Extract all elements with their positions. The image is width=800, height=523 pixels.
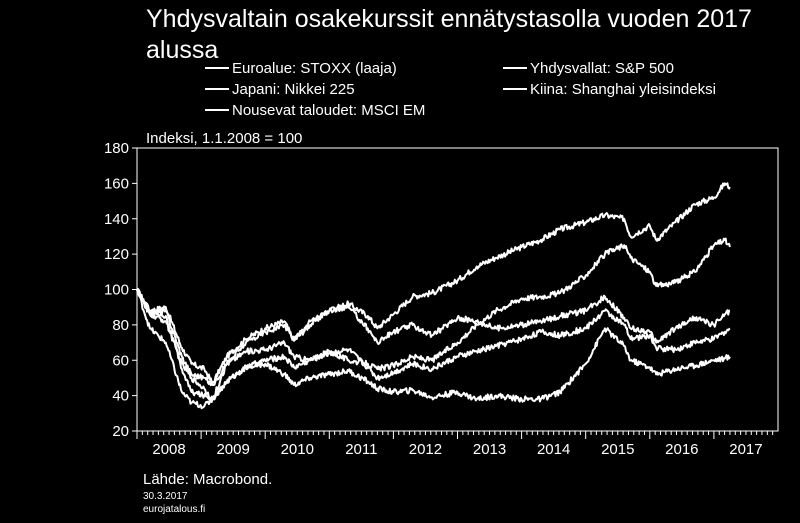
legend-swatch [503, 88, 527, 91]
legend-label: Japani: Nikkei 225 [232, 81, 355, 98]
legend-swatch [205, 67, 229, 70]
axes: 20 40 60 80 100 120 140 160 180 2008 2009 2010 2011 2… [104, 140, 779, 458]
x-tick-label: 2013 [473, 441, 506, 458]
y-tick-label: 120 [104, 246, 129, 263]
series-line [136, 289, 731, 401]
x-tick-label: 2012 [409, 441, 442, 458]
series-line [136, 288, 731, 402]
x-tick-label: 2015 [601, 441, 634, 458]
legend-label: Euroalue: STOXX (laaja) [232, 60, 397, 77]
x-tick-label: 2011 [345, 441, 377, 458]
y-axis-unit-label: Indeksi, 1.1.2008 = 100 [146, 130, 303, 147]
legend-swatch [205, 88, 229, 91]
y-tick-label: 100 [104, 282, 129, 299]
legend-label: Nousevat taloudet: MSCI EM [232, 102, 426, 119]
x-tick-label: 2010 [281, 441, 314, 458]
legend-label: Kiina: Shanghai yleisindeksi [530, 81, 716, 98]
x-tick-label: 2009 [216, 441, 249, 458]
legend-item: Nousevat taloudet: MSCI EM [205, 102, 425, 120]
y-tick-label: 140 [104, 211, 129, 228]
site-note: eurojatalous.fi [143, 504, 206, 515]
legend-item: Kiina: Shanghai yleisindeksi [503, 81, 716, 99]
plot-frame [136, 147, 779, 432]
y-tick-label: 160 [104, 175, 129, 192]
series-line [136, 237, 731, 387]
source-note: Lähde: Macrobond. [143, 471, 273, 488]
series-line [136, 182, 731, 385]
y-tick-label: 20 [112, 423, 129, 440]
y-tick-label: 180 [104, 140, 129, 157]
x-tick-label: 2008 [152, 441, 185, 458]
x-tick-label: 2016 [665, 441, 698, 458]
y-tick-label: 80 [112, 317, 129, 334]
legend-swatch [205, 109, 229, 112]
chart-title: Yhdysvaltain osakekurssit ennätystasolla… [146, 5, 752, 64]
legend: Euroalue: STOXX (laaja) Yhdysvallat: S&P… [205, 60, 765, 124]
series-group [136, 182, 731, 410]
legend-item: Euroalue: STOXX (laaja) [205, 60, 397, 78]
legend-label: Yhdysvallat: S&P 500 [530, 60, 674, 77]
x-tick-label: 2017 [729, 441, 762, 458]
y-tick-label: 40 [112, 388, 129, 405]
x-tick-label: 2014 [537, 441, 570, 458]
series-line [136, 289, 731, 410]
date-note: 30.3.2017 [143, 491, 188, 502]
legend-item: Yhdysvallat: S&P 500 [503, 60, 674, 78]
legend-item: Japani: Nikkei 225 [205, 81, 355, 99]
y-tick-label: 60 [112, 352, 129, 369]
legend-swatch [503, 67, 527, 70]
